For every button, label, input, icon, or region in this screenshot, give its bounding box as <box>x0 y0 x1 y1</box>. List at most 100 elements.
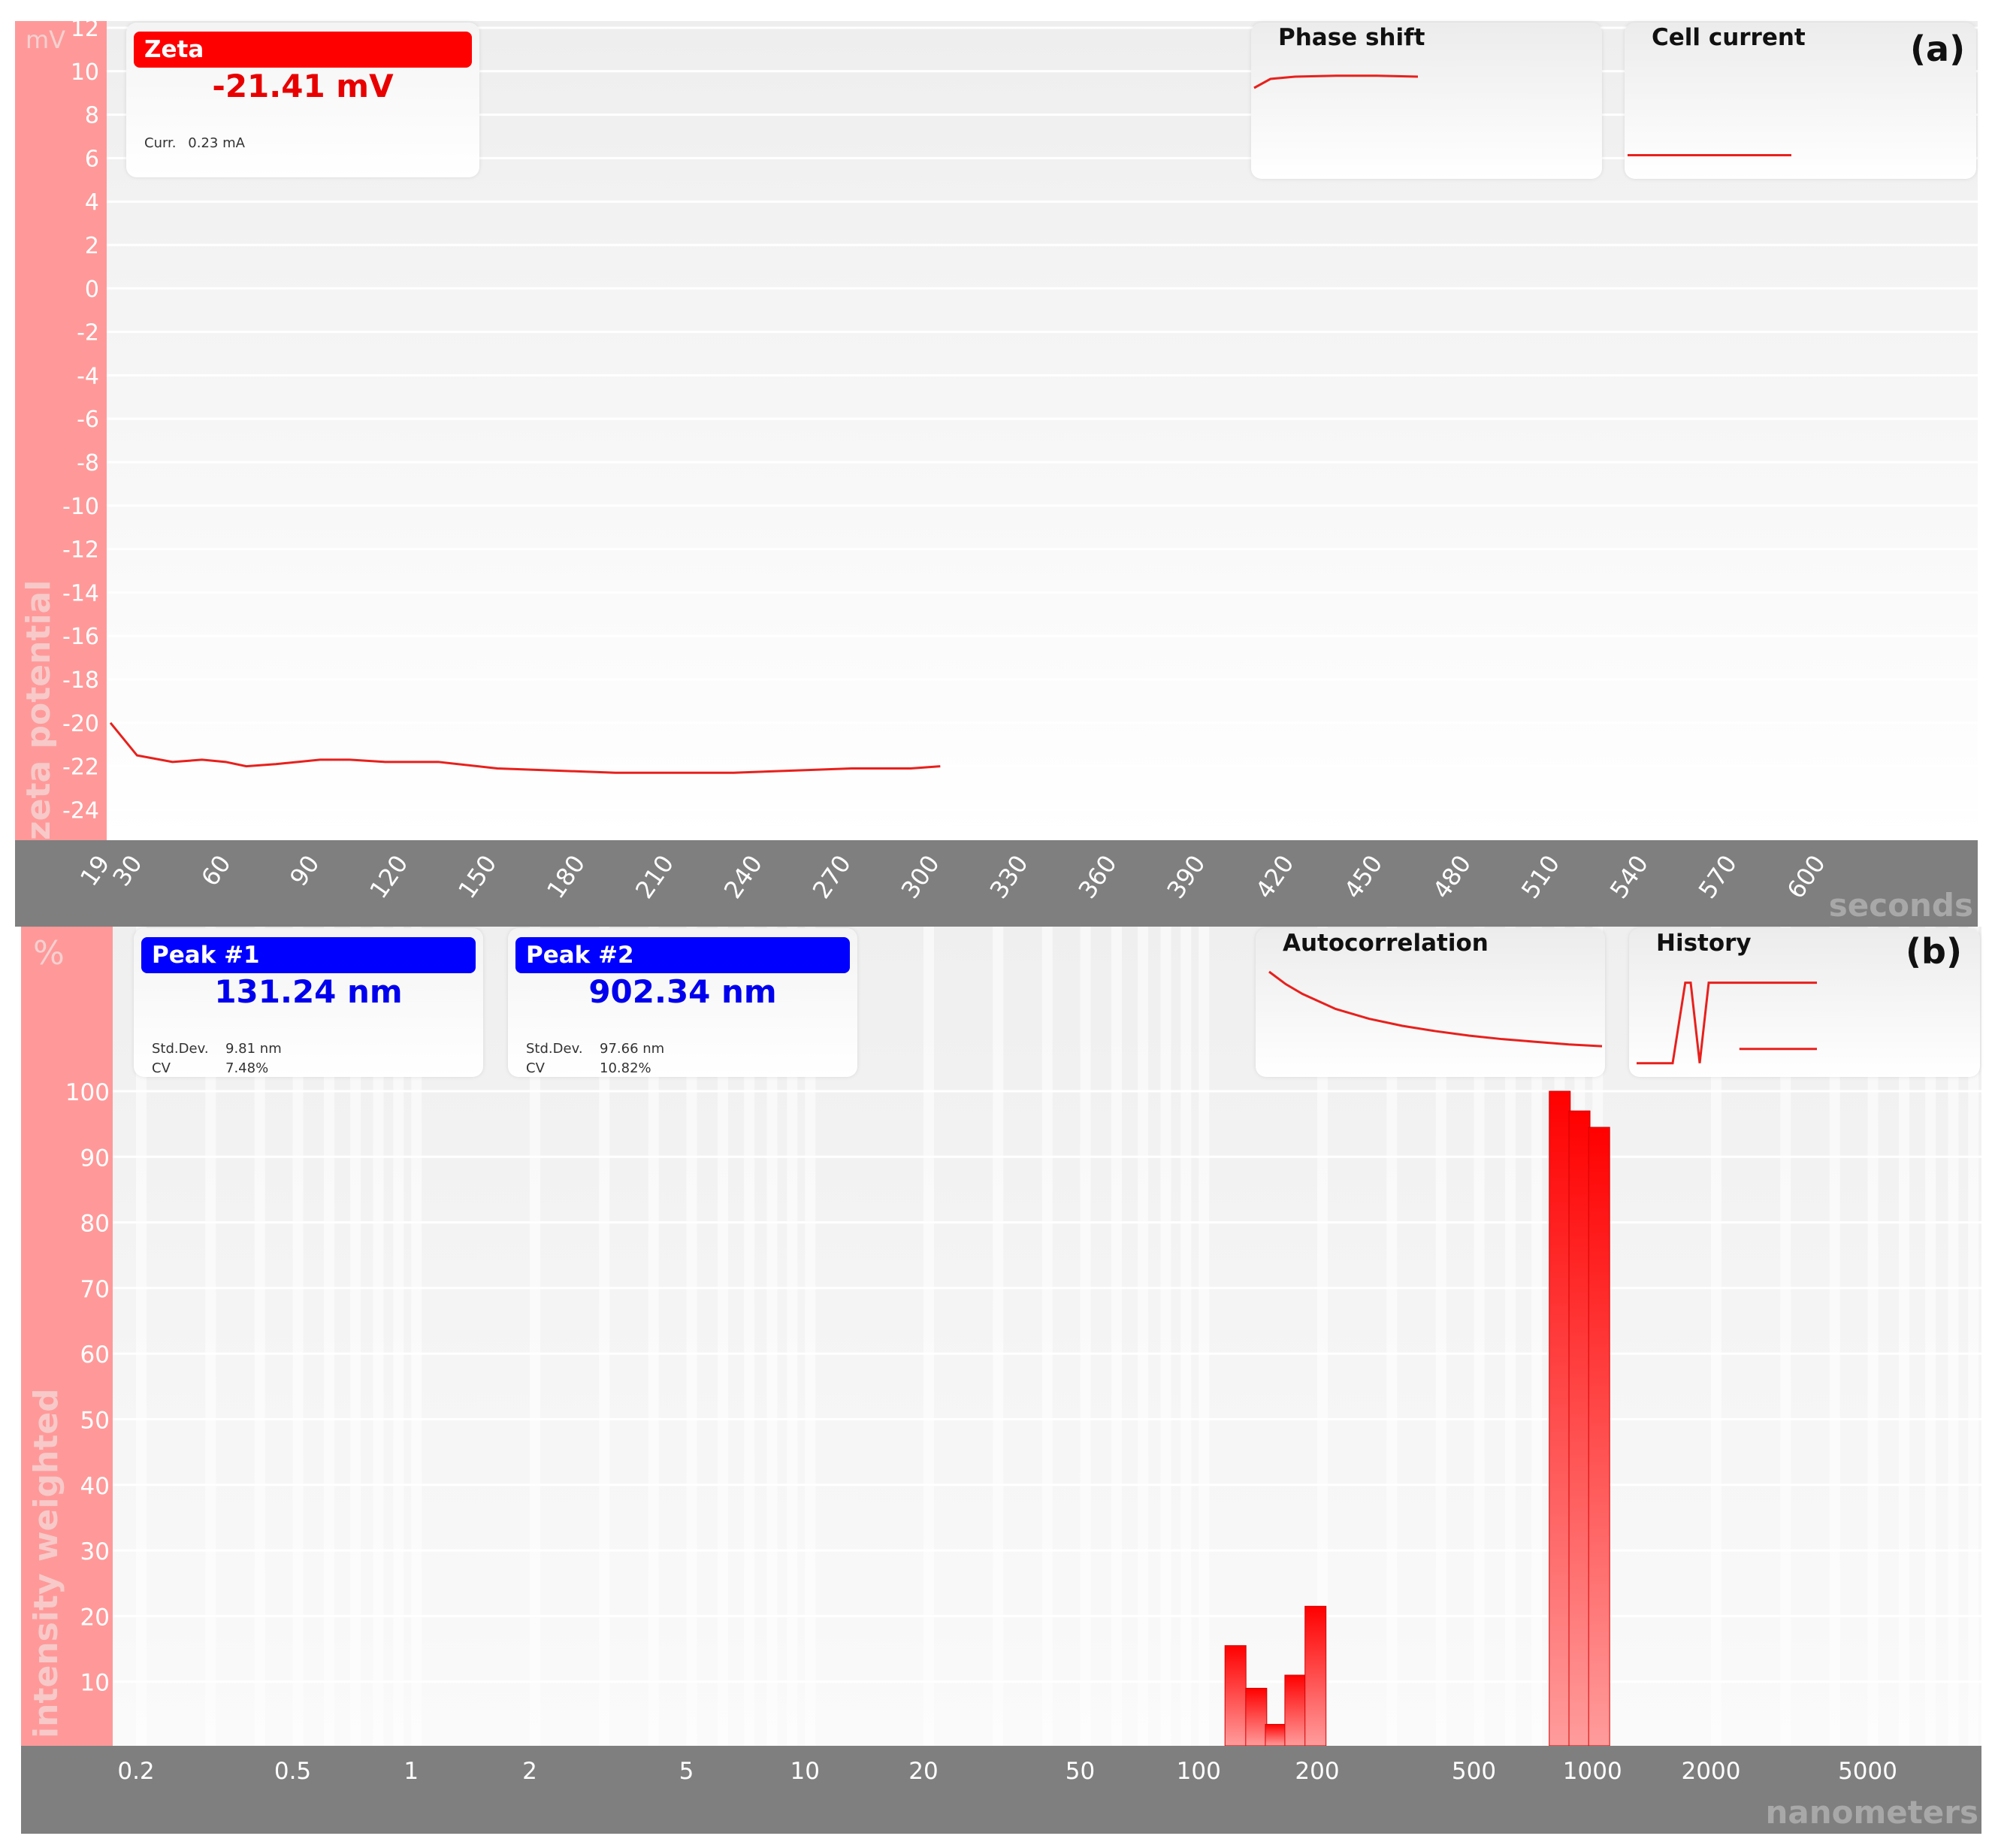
zeta-card-current: Curr. 0.23 mA <box>144 135 245 151</box>
size-x-tick: 2 <box>522 1758 537 1785</box>
phase-shift-plot <box>1253 74 1419 89</box>
zeta-x-tick: 60 <box>195 850 236 891</box>
peak1-card: Peak #1 131.24 nm Std.Dev. 9.81 nm CV 7.48… <box>134 928 483 1077</box>
size-x-tick: 500 <box>1452 1758 1496 1785</box>
size-gridband <box>787 927 798 1746</box>
zeta-x-axis: 19 30 60 90 120 150 180 210 240 270 300 330 360 390 42… <box>15 840 1978 927</box>
zeta-y-tick: -10 <box>62 494 99 520</box>
zeta-x-tick: 510 <box>1516 850 1565 904</box>
peak1-std-value: 9.81 nm <box>225 1041 282 1057</box>
size-gridband <box>1138 927 1149 1746</box>
size-y-unit: % <box>33 934 65 972</box>
size-gridband <box>1867 927 1879 1746</box>
size-bar <box>1588 1127 1610 1747</box>
size-gridband <box>686 927 697 1746</box>
size-bar <box>1549 1090 1571 1747</box>
zeta-card-value: -21.41 mV <box>212 68 394 104</box>
size-bar <box>1568 1110 1591 1747</box>
cell-current-title: Cell current <box>1652 24 1806 51</box>
size-gridband <box>411 927 422 1746</box>
size-x-unit: nanometers <box>1765 1794 1978 1831</box>
size-gridband <box>599 927 610 1746</box>
history-plot <box>1637 981 1817 1065</box>
autocorrelation-title: Autocorrelation <box>1283 930 1489 957</box>
zeta-y-tick: -18 <box>62 667 99 694</box>
peak1-value: 131.24 nm <box>214 973 403 1010</box>
size-gridband <box>1968 927 1979 1746</box>
zeta-y-tick: -16 <box>62 624 99 650</box>
size-y-tick: 80 <box>80 1211 110 1238</box>
zeta-x-tick: 120 <box>364 850 413 904</box>
size-y-tick: 10 <box>80 1670 110 1697</box>
zeta-x-tick: 450 <box>1338 850 1388 904</box>
size-gridband <box>530 927 540 1746</box>
zeta-x-tick: 390 <box>1161 850 1211 904</box>
panel-b-letter: (b) <box>1906 931 1962 972</box>
size-x-tick: 200 <box>1295 1758 1339 1785</box>
size-y-tick: 30 <box>80 1538 110 1565</box>
size-gridband <box>1899 927 1910 1746</box>
peak1-stats: Std.Dev. 9.81 nm CV 7.48% <box>152 1039 282 1078</box>
size-gridband <box>1180 927 1192 1746</box>
zeta-x-tick: 600 <box>1782 850 1831 904</box>
zeta-y-axis: 12 10 8 6 4 2 0 -2 -4 -6 -8 -10 -12 -14 -16 -18 -20 -22 -2… <box>15 16 107 840</box>
size-gridband <box>805 927 816 1746</box>
size-gridband <box>292 927 304 1746</box>
size-x-tick: 1000 <box>1563 1758 1622 1785</box>
cell-current-card: Cell current <box>1625 23 1976 179</box>
size-gridband <box>136 927 147 1746</box>
zeta-y-title: zeta potential <box>20 579 58 840</box>
zeta-x-tick: 330 <box>984 850 1034 904</box>
zeta-card: Zeta -21.41 mV Curr. 0.23 mA <box>126 23 479 177</box>
peak1-cv-value: 7.48% <box>225 1060 269 1076</box>
size-gridband <box>1160 927 1171 1746</box>
size-gridband <box>1505 927 1516 1746</box>
size-x-tick: 0.5 <box>274 1758 311 1785</box>
peak1-cv-label: CV <box>152 1060 171 1076</box>
zeta-y-tick: 0 <box>85 277 99 303</box>
zeta-x-tick: 180 <box>541 850 591 904</box>
size-gridband <box>254 927 265 1746</box>
size-gridband <box>1948 927 1959 1746</box>
zeta-x-tick: 270 <box>807 850 857 904</box>
size-x-tick: 5 <box>679 1758 694 1785</box>
zeta-x-tick: 570 <box>1693 850 1743 904</box>
size-x-tick: 0.2 <box>117 1758 154 1785</box>
size-x-tick: 100 <box>1177 1758 1221 1785</box>
size-x-tick: 1 <box>404 1758 419 1785</box>
peak2-std-label: Std.Dev. <box>526 1041 583 1057</box>
peak2-card: Peak #2 902.34 nm Std.Dev. 97.66 nm CV 10.… <box>508 928 857 1077</box>
zeta-x-tick: 420 <box>1250 850 1299 904</box>
zeta-y-tick: -8 <box>77 450 99 476</box>
zeta-x-tick: 210 <box>630 850 679 904</box>
size-bar <box>1284 1674 1307 1747</box>
size-gridband <box>1111 927 1123 1746</box>
zeta-y-tick: -4 <box>77 363 99 389</box>
size-x-tick: 10 <box>790 1758 820 1785</box>
size-y-title: intensity weighted <box>27 1388 65 1738</box>
zeta-card-label: Zeta <box>134 32 472 68</box>
zeta-panel: 12 10 8 6 4 2 0 -2 -4 -6 -8 -10 -12 -14 -16 -18 -20 -22 -2… <box>15 16 1978 927</box>
size-x-tick: 5000 <box>1838 1758 1897 1785</box>
size-x-axis: 0.2 0.5 1 2 5 10 20 50 100 200 500 1000 2000 5000 nan… <box>21 1746 1981 1834</box>
peak2-std-value: 97.66 nm <box>600 1041 665 1057</box>
zeta-y-unit: mV <box>26 26 66 54</box>
size-y-tick: 90 <box>80 1145 110 1172</box>
size-y-axis: 100 90 80 70 60 50 40 30 20 10 % intensity weight… <box>21 927 113 1746</box>
zeta-x-tick: 30 <box>107 850 147 891</box>
size-gridband <box>1474 927 1485 1746</box>
zeta-y-tick: -22 <box>62 755 99 781</box>
zeta-x-tick: 540 <box>1604 850 1654 904</box>
size-gridband <box>993 927 1004 1746</box>
size-gridband <box>1531 927 1543 1746</box>
zeta-y-tick: -6 <box>77 407 99 433</box>
zeta-x-tick: 150 <box>452 850 502 904</box>
zeta-x-tick: 240 <box>718 850 768 904</box>
size-y-tick: 50 <box>80 1408 110 1435</box>
autocorrelation-plot <box>1268 970 1603 1048</box>
peak1-label: Peak #1 <box>141 937 476 973</box>
zeta-y-tick: -20 <box>62 711 99 737</box>
zeta-y-tick: 8 <box>85 103 99 129</box>
size-gridband <box>1925 927 1936 1746</box>
size-y-tick: 20 <box>80 1604 110 1631</box>
